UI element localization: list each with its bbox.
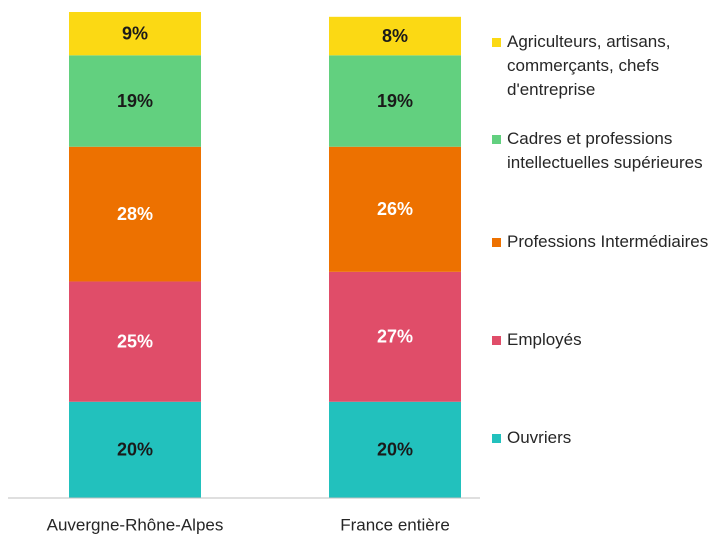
value-label: 19% [377, 91, 413, 111]
legend-label: Professions Intermédiaires [507, 232, 709, 251]
x-tick-label: Auvergne-Rhône-Alpes [47, 515, 224, 534]
bar-segment [329, 16, 461, 56]
bar-segment [69, 281, 201, 402]
value-label: 19% [117, 91, 153, 111]
value-label: 27% [377, 327, 413, 347]
legend-swatch [492, 335, 501, 345]
value-label: 8% [382, 26, 408, 46]
value-label: 26% [377, 199, 413, 219]
x-tick-label: France entière [340, 515, 450, 534]
legend-label: Ouvriers [507, 428, 572, 447]
legend-swatch [492, 37, 501, 47]
legend-swatch [492, 433, 501, 443]
bar-segment [69, 146, 201, 282]
bar-segment [329, 271, 461, 402]
bar-segment [329, 146, 461, 272]
bar-segment [329, 55, 461, 147]
value-label: 20% [377, 440, 413, 460]
value-label: 20% [117, 440, 153, 460]
legend-swatch [492, 134, 501, 144]
bar-segment [69, 401, 201, 498]
value-label: 25% [117, 331, 153, 351]
bar-segment [329, 401, 461, 498]
value-label: 9% [122, 23, 148, 43]
value-label: 28% [117, 204, 153, 224]
legend-label: Cadres et professions intellectuelles su… [507, 129, 703, 172]
bar-segment [69, 55, 201, 147]
legend-label: Employés [507, 330, 582, 349]
bar-segment [69, 12, 201, 56]
legend-label: Agriculteurs, artisans, commerçants, che… [507, 32, 671, 99]
legend-swatch [492, 237, 501, 247]
